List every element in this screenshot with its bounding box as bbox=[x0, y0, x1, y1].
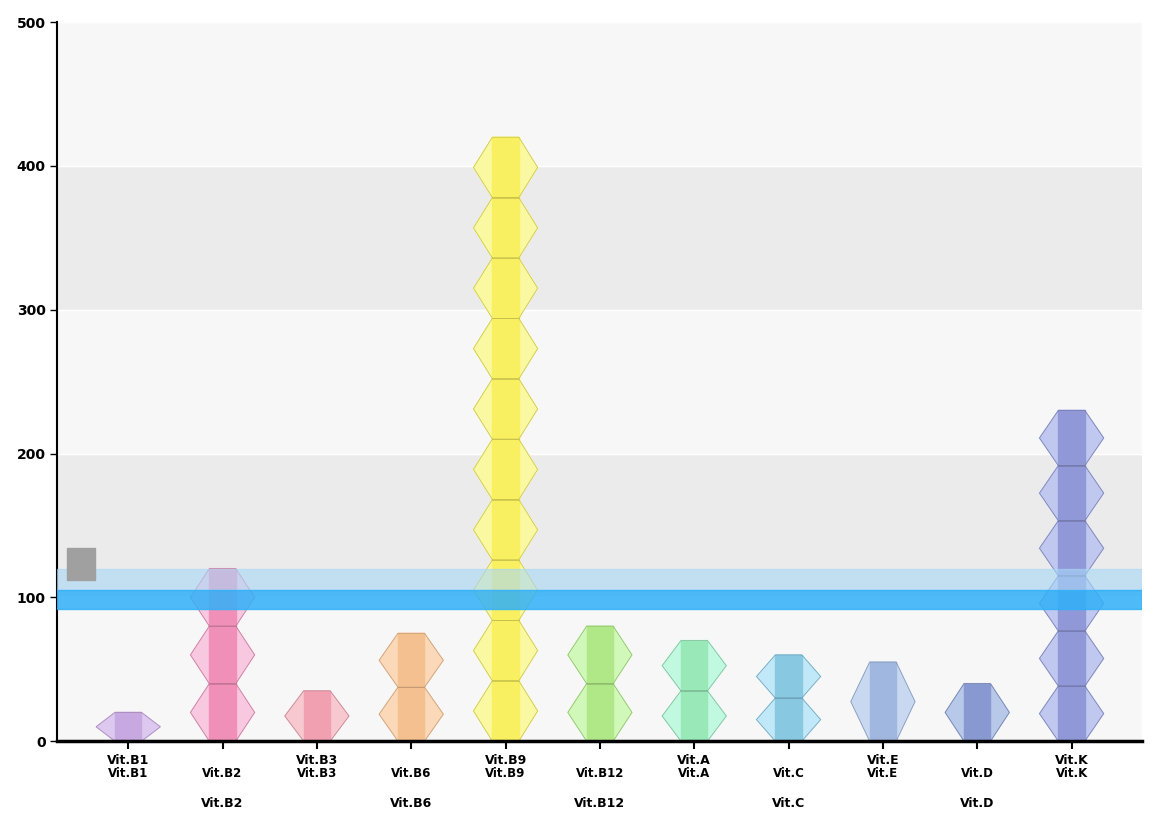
Bar bbox=[58, 569, 1143, 590]
Polygon shape bbox=[474, 137, 538, 197]
Polygon shape bbox=[757, 698, 821, 741]
Polygon shape bbox=[775, 698, 802, 741]
Polygon shape bbox=[1058, 631, 1085, 686]
Text: Vit.E: Vit.E bbox=[867, 767, 898, 780]
Bar bbox=[58, 310, 1143, 454]
Polygon shape bbox=[946, 684, 1009, 741]
Polygon shape bbox=[1040, 410, 1103, 465]
Polygon shape bbox=[190, 569, 255, 626]
Polygon shape bbox=[210, 684, 235, 741]
Polygon shape bbox=[304, 690, 330, 741]
Polygon shape bbox=[493, 137, 519, 197]
Bar bbox=[58, 598, 1143, 741]
Polygon shape bbox=[379, 687, 443, 741]
Polygon shape bbox=[493, 379, 519, 439]
Polygon shape bbox=[493, 500, 519, 560]
Polygon shape bbox=[662, 690, 727, 741]
Polygon shape bbox=[493, 621, 519, 681]
Polygon shape bbox=[190, 626, 255, 684]
Polygon shape bbox=[568, 626, 632, 684]
Polygon shape bbox=[474, 197, 538, 258]
Polygon shape bbox=[190, 684, 255, 741]
Polygon shape bbox=[493, 258, 519, 318]
Polygon shape bbox=[474, 258, 538, 318]
Text: Vit.B6: Vit.B6 bbox=[391, 767, 431, 780]
Polygon shape bbox=[210, 626, 235, 684]
Text: Vit.B12: Vit.B12 bbox=[576, 767, 624, 780]
Bar bbox=[67, 548, 95, 580]
Text: Vit.B3: Vit.B3 bbox=[297, 767, 337, 780]
Polygon shape bbox=[568, 684, 632, 741]
Polygon shape bbox=[586, 684, 613, 741]
Polygon shape bbox=[1058, 520, 1085, 575]
Polygon shape bbox=[1058, 410, 1085, 465]
Polygon shape bbox=[1040, 686, 1103, 741]
Polygon shape bbox=[493, 560, 519, 621]
Polygon shape bbox=[493, 681, 519, 741]
Polygon shape bbox=[398, 633, 424, 687]
Text: Vit.B9: Vit.B9 bbox=[486, 767, 526, 780]
Polygon shape bbox=[493, 197, 519, 258]
Polygon shape bbox=[681, 640, 707, 690]
Polygon shape bbox=[775, 655, 802, 698]
Polygon shape bbox=[474, 500, 538, 560]
Polygon shape bbox=[662, 640, 727, 690]
Polygon shape bbox=[1040, 465, 1103, 520]
Polygon shape bbox=[869, 662, 896, 741]
Polygon shape bbox=[379, 633, 443, 687]
Polygon shape bbox=[474, 560, 538, 621]
Polygon shape bbox=[1058, 686, 1085, 741]
Polygon shape bbox=[1058, 465, 1085, 520]
Polygon shape bbox=[493, 439, 519, 500]
Polygon shape bbox=[285, 690, 349, 741]
Text: Vit.K: Vit.K bbox=[1056, 767, 1087, 780]
Polygon shape bbox=[1040, 520, 1103, 575]
Polygon shape bbox=[757, 655, 821, 698]
Text: Vit.B2: Vit.B2 bbox=[203, 767, 242, 780]
Polygon shape bbox=[474, 621, 538, 681]
Polygon shape bbox=[1040, 631, 1103, 686]
Polygon shape bbox=[1040, 575, 1103, 631]
Polygon shape bbox=[474, 681, 538, 741]
Polygon shape bbox=[398, 687, 424, 741]
Polygon shape bbox=[851, 662, 914, 741]
Polygon shape bbox=[586, 626, 613, 684]
Polygon shape bbox=[115, 713, 141, 741]
Bar bbox=[58, 22, 1143, 166]
Bar bbox=[58, 590, 1143, 609]
Text: Vit.A: Vit.A bbox=[678, 767, 710, 780]
Polygon shape bbox=[96, 713, 160, 741]
Text: Vit.D: Vit.D bbox=[961, 767, 993, 780]
Polygon shape bbox=[1058, 575, 1085, 631]
Polygon shape bbox=[474, 379, 538, 439]
Polygon shape bbox=[964, 684, 991, 741]
Polygon shape bbox=[474, 318, 538, 379]
Text: Vit.B1: Vit.B1 bbox=[108, 767, 148, 780]
Polygon shape bbox=[210, 569, 235, 626]
Polygon shape bbox=[681, 690, 707, 741]
Polygon shape bbox=[493, 318, 519, 379]
Polygon shape bbox=[474, 439, 538, 500]
Text: Vit.C: Vit.C bbox=[773, 767, 804, 780]
